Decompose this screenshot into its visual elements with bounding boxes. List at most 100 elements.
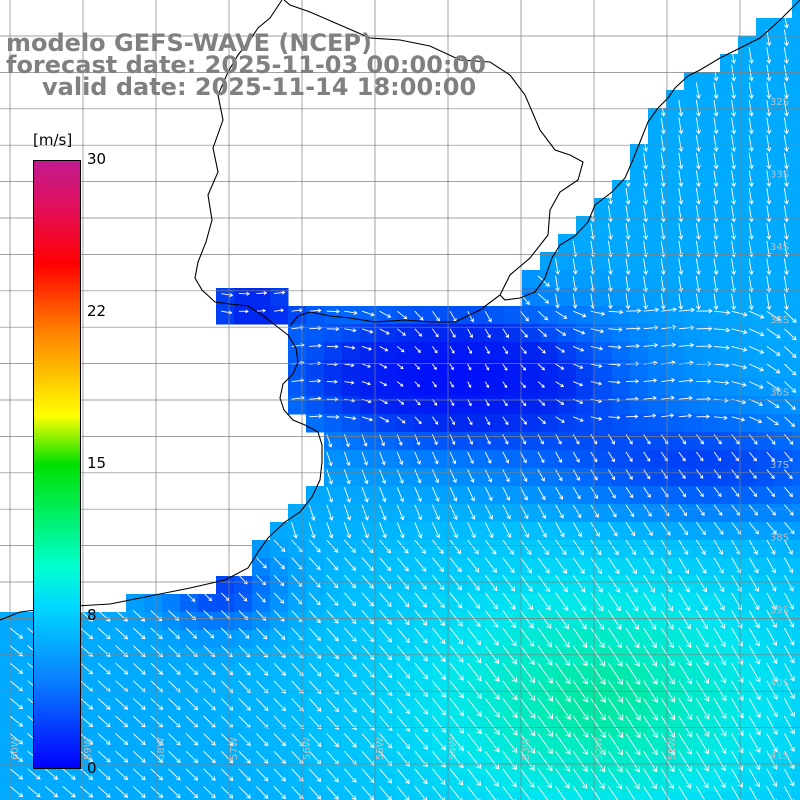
wind-arrow bbox=[132, 786, 146, 798]
speed-cell bbox=[180, 720, 199, 739]
wind-arrow bbox=[537, 786, 552, 800]
speed-cell bbox=[378, 378, 397, 397]
speed-cell bbox=[540, 558, 559, 577]
wind-arrow bbox=[713, 223, 719, 240]
wind-arrow bbox=[379, 698, 393, 714]
wind-arrow bbox=[625, 504, 635, 518]
wind-arrow bbox=[766, 29, 772, 47]
wind-arrow bbox=[414, 451, 421, 465]
speed-cell bbox=[594, 396, 613, 415]
speed-cell bbox=[414, 666, 433, 685]
speed-cell bbox=[342, 342, 361, 361]
speed-cell bbox=[36, 774, 55, 793]
speed-cell bbox=[720, 774, 739, 793]
wind-arrow bbox=[467, 680, 482, 700]
wind-arrow bbox=[273, 698, 287, 712]
wind-arrow bbox=[713, 170, 719, 188]
speed-cell bbox=[378, 576, 397, 595]
speed-cell bbox=[198, 630, 217, 649]
speed-cell bbox=[792, 108, 800, 127]
speed-cell bbox=[612, 792, 631, 800]
speed-cell bbox=[738, 702, 757, 721]
speed-cell bbox=[306, 774, 325, 793]
wind-arrow bbox=[555, 610, 569, 630]
wind-arrow bbox=[502, 715, 518, 736]
speed-cell bbox=[648, 594, 667, 613]
speed-cell bbox=[144, 630, 163, 649]
wind-arrow bbox=[361, 539, 374, 554]
speed-cell bbox=[612, 774, 631, 793]
wind-arrow bbox=[783, 99, 789, 117]
wind-arrow bbox=[396, 662, 411, 679]
speed-cell bbox=[684, 684, 703, 703]
wind-arrow bbox=[784, 363, 797, 376]
speed-cell bbox=[648, 360, 667, 379]
speed-cell bbox=[792, 504, 800, 523]
speed-cell bbox=[306, 324, 325, 343]
speed-cell bbox=[720, 108, 739, 127]
wind-arrow bbox=[678, 504, 687, 517]
speed-cell bbox=[522, 324, 541, 343]
wind-arrow bbox=[572, 486, 581, 500]
speed-cell bbox=[0, 702, 19, 721]
wind-arrow bbox=[203, 786, 216, 799]
latitude-label: 38S bbox=[770, 533, 789, 544]
wind-arrow bbox=[343, 469, 351, 485]
wind-arrow bbox=[80, 786, 94, 798]
speed-cell bbox=[648, 270, 667, 289]
wind-arrow bbox=[696, 645, 709, 666]
speed-cell bbox=[648, 558, 667, 577]
wind-arrow bbox=[766, 522, 777, 535]
wind-arrow bbox=[660, 187, 666, 205]
speed-cell bbox=[648, 432, 667, 451]
speed-cell bbox=[738, 36, 757, 55]
wind-arrow bbox=[784, 310, 797, 323]
wind-arrow bbox=[344, 416, 357, 421]
wind-arrow bbox=[572, 451, 580, 463]
speed-cell bbox=[756, 144, 775, 163]
speed-cell bbox=[756, 648, 775, 667]
wind-arrow bbox=[625, 645, 640, 667]
wind-arrow bbox=[643, 522, 653, 537]
wind-arrow bbox=[185, 733, 199, 746]
wind-arrow bbox=[696, 504, 705, 517]
wind-arrow bbox=[361, 557, 374, 572]
speed-cell bbox=[450, 792, 469, 800]
speed-cell bbox=[702, 306, 721, 325]
speed-cell bbox=[666, 108, 685, 127]
wind-arrow bbox=[661, 377, 676, 383]
wind-arrow bbox=[537, 627, 552, 648]
speed-cell bbox=[540, 360, 559, 379]
wind-arrow bbox=[414, 381, 420, 388]
wind-arrow bbox=[748, 47, 754, 64]
wind-arrow bbox=[9, 715, 24, 727]
wind-arrow bbox=[432, 662, 446, 680]
speed-cell bbox=[594, 342, 613, 361]
colorbar-tick-30: 30 bbox=[87, 150, 107, 168]
wind-arrow bbox=[132, 733, 146, 746]
speed-cell bbox=[558, 558, 577, 577]
longitude-label: 54W bbox=[448, 737, 459, 760]
speed-cell bbox=[756, 36, 775, 55]
wind-arrow bbox=[273, 768, 286, 782]
wind-arrow bbox=[467, 645, 482, 664]
speed-cell bbox=[270, 720, 289, 739]
wind-arrow bbox=[608, 522, 618, 537]
speed-cell bbox=[144, 792, 163, 800]
speed-cell bbox=[558, 360, 577, 379]
speed-cell bbox=[792, 720, 800, 739]
speed-cell bbox=[612, 450, 631, 469]
speed-cell bbox=[126, 648, 145, 667]
speed-cell bbox=[738, 72, 757, 91]
wind-arrow bbox=[520, 627, 535, 647]
speed-cell bbox=[396, 702, 415, 721]
speed-cell bbox=[558, 702, 577, 721]
speed-cell bbox=[126, 684, 145, 703]
wind-arrow bbox=[784, 539, 793, 555]
wind-arrow bbox=[713, 187, 719, 205]
wind-arrow bbox=[643, 715, 658, 739]
speed-cell bbox=[108, 756, 127, 775]
wind-arrow bbox=[696, 786, 708, 800]
wind-arrow bbox=[555, 310, 568, 319]
